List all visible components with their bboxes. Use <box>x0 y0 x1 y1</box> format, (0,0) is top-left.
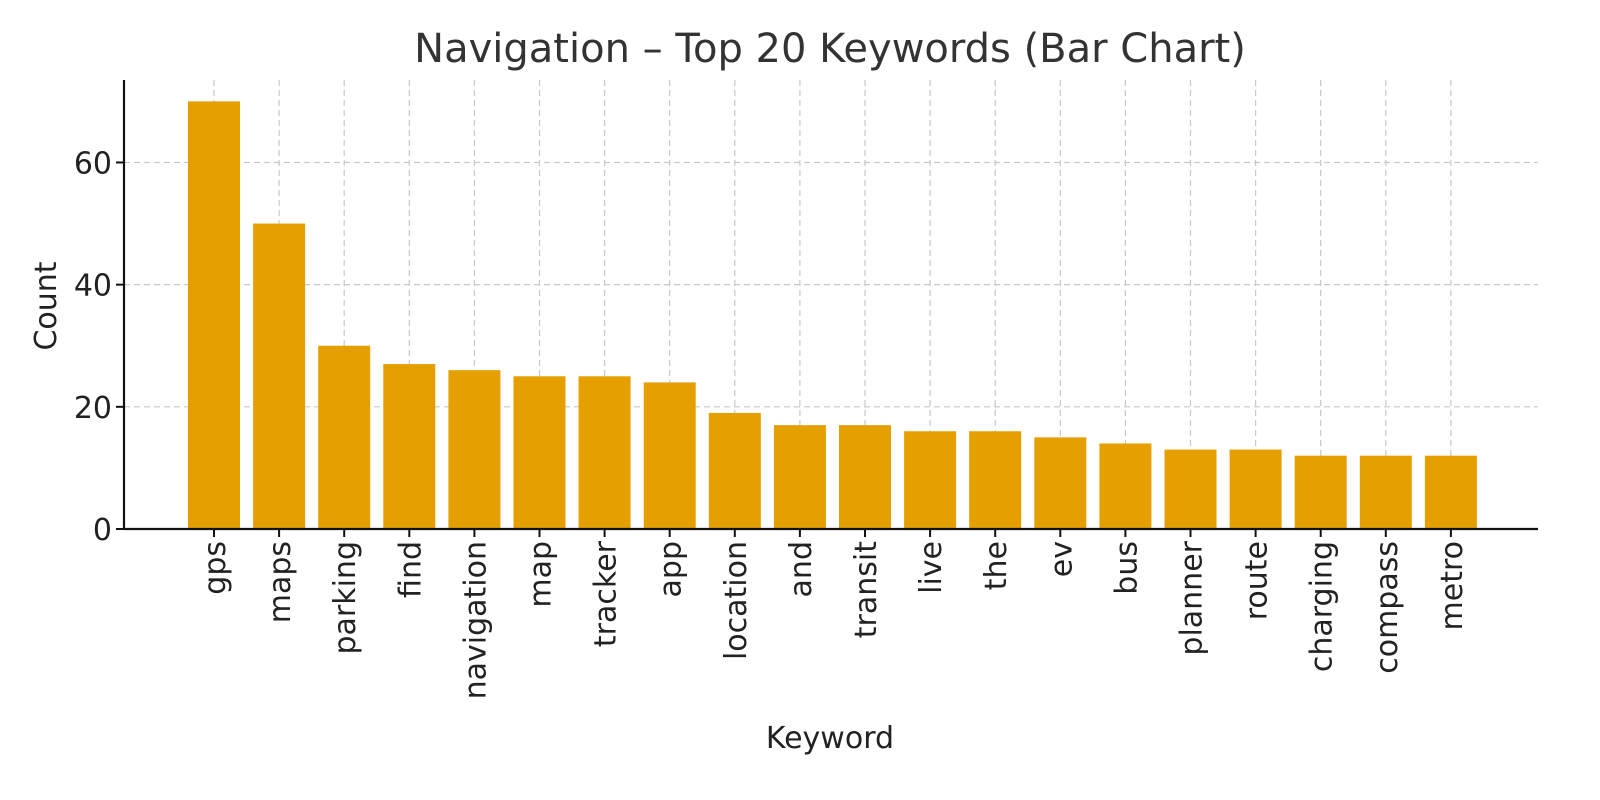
y-tick-label: 0 <box>93 513 112 548</box>
bar-live <box>904 431 957 529</box>
x-tick-label: metro <box>1435 541 1470 630</box>
bar-transit <box>839 425 891 529</box>
bar-the <box>969 431 1022 529</box>
bar-tracker <box>578 376 631 529</box>
y-axis-label: Count <box>29 261 64 350</box>
x-tick-label: the <box>979 541 1014 590</box>
x-tick-label: app <box>654 541 689 597</box>
bar-metro <box>1424 455 1477 529</box>
x-tick-label: compass <box>1370 541 1405 674</box>
chart-title: Navigation – Top 20 Keywords (Bar Chart) <box>414 26 1246 72</box>
bar-maps <box>253 223 306 530</box>
x-axis-ticks: gps maps parking find navigation map tracker ap… <box>198 529 1470 699</box>
x-tick-label: planner <box>1175 540 1210 655</box>
bar-compass <box>1359 455 1412 529</box>
bar-app <box>643 382 696 529</box>
x-tick-label: bus <box>1109 541 1144 595</box>
x-tick-label: find <box>393 541 428 598</box>
bar-gps <box>188 101 240 529</box>
x-tick-label: transit <box>849 541 884 638</box>
bar-bus <box>1099 443 1152 529</box>
x-tick-label: route <box>1240 541 1275 620</box>
y-axis-ticks: 0 20 40 60 <box>74 146 124 548</box>
x-tick-label: live <box>914 541 949 594</box>
bar-navigation <box>448 370 501 529</box>
x-tick-label: maps <box>263 541 298 623</box>
x-tick-label: and <box>784 541 819 597</box>
x-tick-label: charging <box>1305 541 1340 672</box>
x-tick-label: map <box>524 541 559 608</box>
y-tick-label: 40 <box>74 269 112 304</box>
x-tick-label: navigation <box>458 541 493 699</box>
x-tick-label: location <box>719 541 754 660</box>
axes <box>122 80 1538 531</box>
bar-planner <box>1164 449 1217 529</box>
bar-ev <box>1034 437 1087 529</box>
bar-parking <box>318 345 371 529</box>
bar-find <box>383 364 436 529</box>
x-tick-label: parking <box>328 541 363 655</box>
bar-map <box>513 376 566 529</box>
bar-route <box>1229 449 1282 529</box>
bars <box>188 101 1477 530</box>
y-tick-label: 60 <box>74 146 112 181</box>
x-tick-label: gps <box>198 541 233 595</box>
bar-and <box>773 425 826 529</box>
bar-charging <box>1294 455 1347 529</box>
y-tick-label: 20 <box>74 391 112 426</box>
bar-location <box>708 412 761 529</box>
x-tick-label: ev <box>1044 541 1079 577</box>
x-axis-label: Keyword <box>766 721 894 756</box>
x-tick-label: tracker <box>589 540 624 647</box>
